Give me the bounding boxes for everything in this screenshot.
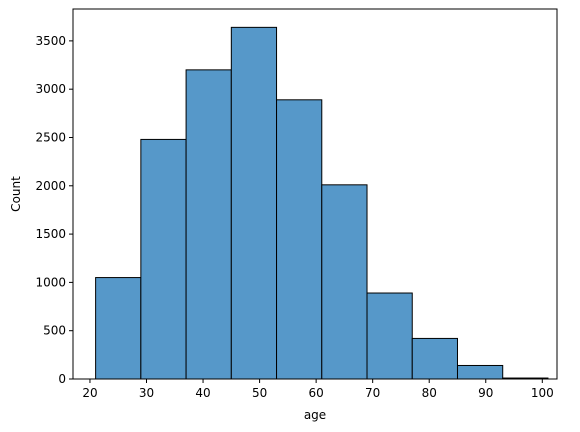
bar: [140, 138, 187, 380]
plot-frame: [72, 8, 558, 380]
x-tick-label: 20: [82, 386, 97, 400]
y-tick-label: 2000: [35, 179, 66, 193]
x-tick-label: 90: [478, 386, 493, 400]
y-tick-label: 3000: [35, 82, 66, 96]
y-tick-label: 0: [58, 372, 66, 386]
y-tick-label: 2500: [35, 130, 66, 144]
x-axis-label: age: [304, 408, 326, 422]
bar: [411, 337, 458, 380]
y-tick-label: 500: [43, 324, 66, 338]
bar: [230, 26, 278, 380]
x-tick-label: 30: [139, 386, 154, 400]
bar: [456, 364, 504, 380]
y-tick-label: 1500: [35, 227, 66, 241]
y-tick-label: 1000: [35, 275, 66, 289]
x-tick-label: 100: [531, 386, 554, 400]
y-tick-label: 3500: [35, 34, 66, 48]
bar: [276, 99, 323, 380]
x-tick-label: 40: [195, 386, 210, 400]
x-tick-label: 60: [308, 386, 323, 400]
x-tick-label: 70: [365, 386, 380, 400]
y-axis-label: Count: [9, 176, 23, 212]
bar: [185, 69, 232, 380]
bar: [321, 184, 368, 380]
x-tick-label: 80: [422, 386, 437, 400]
bar: [95, 277, 142, 380]
x-tick-label: 50: [252, 386, 267, 400]
bar: [366, 292, 413, 380]
